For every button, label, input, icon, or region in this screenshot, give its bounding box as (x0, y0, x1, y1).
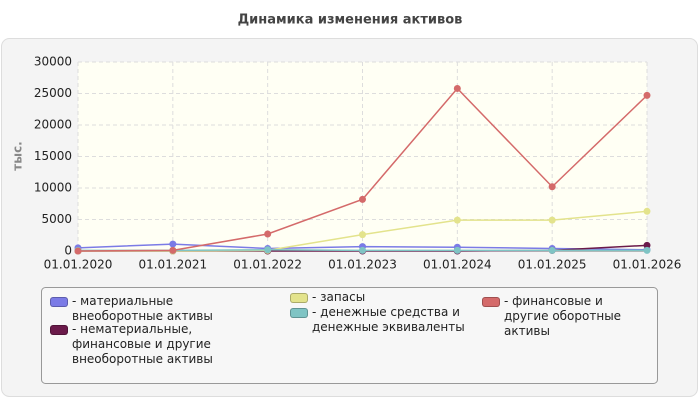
legend-item: запасы (290, 290, 460, 305)
legend-label: запасы (312, 290, 365, 305)
data-point (264, 246, 272, 254)
legend-swatch (290, 308, 308, 318)
data-point (643, 246, 651, 254)
y-tick-label: 10000 (34, 181, 72, 195)
x-tick-label: 01.01.2021 (138, 258, 207, 272)
data-point (548, 216, 556, 224)
x-tick-label: 01.01.2025 (518, 258, 587, 272)
legend-swatch (50, 325, 68, 335)
legend-swatch (290, 293, 308, 303)
chart-title: Динамика изменения активов (238, 13, 463, 28)
x-tick-label: 01.01.2020 (44, 258, 113, 272)
x-tick-label: 01.01.2024 (423, 258, 492, 272)
legend-swatch (482, 297, 500, 307)
data-point (359, 195, 366, 203)
data-point (643, 241, 651, 249)
legend-item: финансовые и другие оборотные активы (482, 294, 642, 339)
x-tick-label: 01.01.2026 (613, 258, 682, 272)
data-point (359, 246, 366, 254)
y-axis-label: тыс. (11, 141, 25, 170)
y-tick-label: 25000 (34, 86, 72, 100)
legend-label: денежные средства и денежные эквиваленты (312, 305, 465, 335)
legend-label: материальные внеоборотные активы (72, 294, 260, 324)
data-point (264, 230, 272, 238)
data-point (453, 246, 461, 254)
data-point (359, 231, 366, 239)
y-tick-label: 5000 (41, 212, 72, 226)
x-tick-label: 01.01.2022 (233, 258, 302, 272)
y-tick-label: 30000 (34, 55, 72, 69)
data-point (643, 207, 651, 215)
data-point (453, 84, 461, 92)
legend-item: материальные внеоборотные активы (50, 294, 260, 324)
legend-item: денежные средства и денежные эквиваленты (290, 305, 465, 335)
y-tick-label: 15000 (34, 149, 72, 163)
legend-label: финансовые и другие оборотные активы (504, 294, 642, 339)
data-point (453, 216, 461, 224)
legend-swatch (50, 297, 68, 307)
y-tick-label: 0 (64, 244, 72, 258)
data-point (169, 246, 177, 254)
y-tick-label: 20000 (34, 118, 72, 132)
legend-label: нематериальные, финансовые и другие внео… (72, 322, 260, 367)
data-point (548, 246, 556, 254)
data-point (643, 91, 651, 99)
legend-item: нематериальные, финансовые и другие внео… (50, 322, 260, 367)
x-tick-label: 01.01.2023 (328, 258, 397, 272)
data-point (548, 183, 556, 191)
data-point (169, 240, 177, 248)
data-point (74, 247, 82, 255)
